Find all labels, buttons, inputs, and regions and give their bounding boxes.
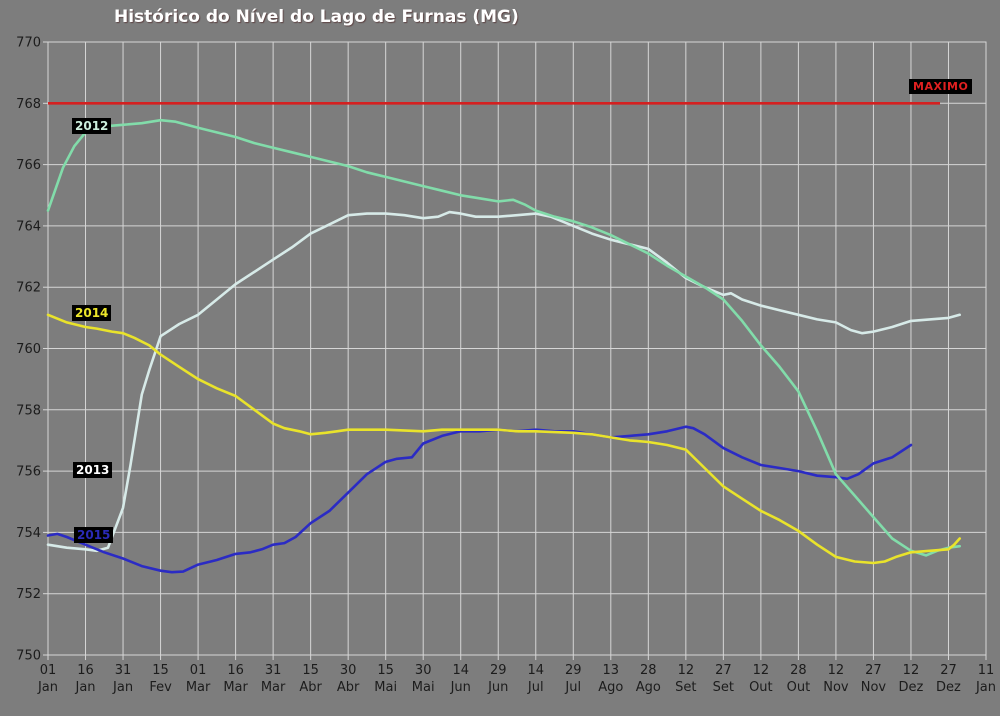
x-tick-day-label: 14 [527,663,544,678]
line-2012 [46,118,962,557]
x-tick-month-label: Jan [74,680,95,695]
x-tick-day-label: 27 [940,663,957,678]
x-tick-month-label: Jan [112,680,133,695]
y-tick-label: 750 [16,649,41,664]
x-tick-month-label: Mai [412,680,435,695]
y-tick-label: 768 [16,97,41,112]
series-label-2015: 2015 [74,527,114,543]
x-tick-day-label: 16 [77,663,94,678]
x-tick-day-label: 31 [115,663,132,678]
x-tick-day-label: 15 [377,663,394,678]
maximo-line-label: MAXIMO [909,79,973,94]
x-tick-day-label: 29 [565,663,582,678]
x-tick-day-label: 12 [753,663,770,678]
x-tick-month-label: Jun [487,680,508,695]
x-tick-day-label: 11 [978,663,995,678]
y-tick-label: 760 [16,342,41,357]
x-tick-month-label: Mar [223,680,248,695]
chart-title: Histórico do Nível do Lago de Furnas (MG… [114,7,519,27]
x-tick-month-label: Mai [374,680,397,695]
y-tick-label: 758 [16,403,41,418]
series-label-2014: 2014 [72,305,112,321]
x-tick-day-label: 28 [790,663,807,678]
y-tick-label: 766 [16,158,41,173]
x-tick-month-label: Ago [598,680,623,695]
x-tick-month-label: Jul [564,680,581,695]
x-tick-month-label: Mar [261,680,286,695]
x-tick-day-label: 13 [603,663,620,678]
x-tick-month-label: Dez [936,680,961,695]
x-tick-month-label: Abr [299,680,322,695]
x-tick-day-label: 30 [340,663,357,678]
x-tick-day-label: 27 [865,663,882,678]
x-tick-month-label: Nov [823,680,849,695]
x-tick-day-label: 27 [715,663,732,678]
x-tick-month-label: Out [787,680,811,695]
x-tick-month-label: Set [713,680,734,695]
x-tick-month-label: Set [675,680,696,695]
line-2014 [46,313,962,565]
x-tick-month-label: Jan [975,680,996,695]
x-tick-day-label: 29 [490,663,507,678]
x-tick-day-label: 12 [828,663,845,678]
x-tick-month-label: Abr [337,680,360,695]
x-tick-month-label: Jun [450,680,471,695]
x-tick-month-label: Nov [861,680,887,695]
x-tick-month-label: Out [749,680,773,695]
x-tick-day-label: 28 [640,663,657,678]
x-tick-month-label: Jan [37,680,58,695]
plot-border [47,41,987,656]
x-tick-month-label: Fev [149,680,172,695]
x-tick-day-label: 14 [452,663,469,678]
y-tick-label: 754 [16,526,41,541]
x-tick-day-label: 12 [678,663,695,678]
x-tick-day-label: 01 [40,663,57,678]
x-tick-day-label: 30 [415,663,432,678]
x-tick-month-label: Jul [527,680,544,695]
line-2015 [46,425,913,574]
x-tick-day-label: 31 [265,663,282,678]
y-tick-label: 756 [16,465,41,480]
y-tick-label: 752 [16,587,41,602]
x-tick-day-label: 12 [903,663,920,678]
y-tick-label: 770 [16,36,41,51]
x-tick-day-label: 15 [152,663,169,678]
x-tick-day-label: 15 [302,663,319,678]
y-tick-label: 762 [16,281,41,296]
x-tick-day-label: 16 [227,663,244,678]
x-tick-day-label: 01 [190,663,207,678]
x-tick-month-label: Dez [899,680,924,695]
series-label-2013: 2013 [73,462,113,478]
line-2013 [46,210,962,553]
y-tick-label: 764 [16,219,41,234]
x-tick-month-label: Ago [636,680,661,695]
series-label-2012: 2012 [72,118,112,134]
x-tick-month-label: Mar [186,680,211,695]
